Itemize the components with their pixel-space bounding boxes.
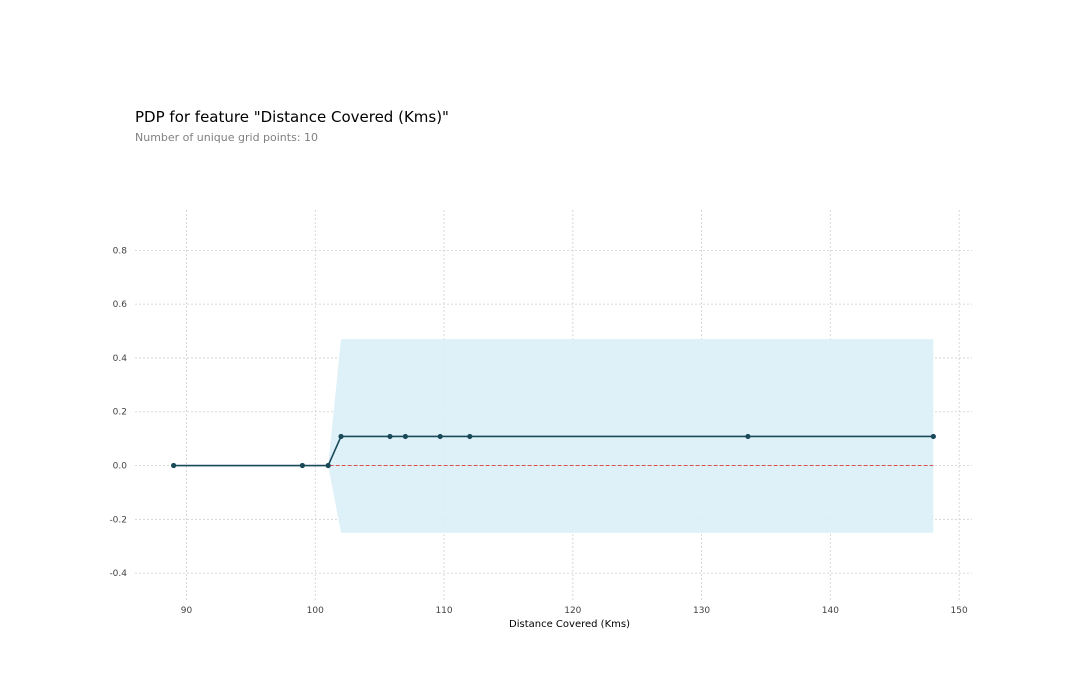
data-point bbox=[437, 433, 443, 440]
y-tick-label: 0.2 bbox=[113, 408, 127, 418]
y-tick-label: 0.4 bbox=[113, 354, 128, 364]
x-tick-label: 130 bbox=[693, 606, 710, 616]
x-tick-label: 140 bbox=[822, 606, 839, 616]
y-tick-label: 0.8 bbox=[113, 246, 128, 256]
y-tick-label: -0.2 bbox=[109, 515, 127, 525]
x-tick-label: 110 bbox=[435, 606, 452, 616]
x-tick-label: 100 bbox=[307, 606, 324, 616]
data-point bbox=[171, 462, 177, 469]
data-point bbox=[402, 433, 409, 440]
pdp-line bbox=[173, 435, 934, 467]
data-point bbox=[930, 433, 936, 440]
chart-title: PDP for feature "Distance Covered (Kms)" bbox=[135, 108, 449, 126]
data-point bbox=[467, 433, 473, 440]
data-point bbox=[338, 433, 344, 440]
data-point bbox=[299, 462, 305, 469]
y-tick-label: 0.6 bbox=[113, 300, 128, 310]
x-tick-label: 150 bbox=[951, 606, 968, 616]
x-tick-label: 120 bbox=[564, 606, 581, 616]
chart-subtitle: Number of unique grid points: 10 bbox=[135, 131, 319, 144]
data-point bbox=[387, 433, 393, 440]
y-tick-label: -0.4 bbox=[109, 569, 127, 579]
x-tick-label: 90 bbox=[181, 606, 193, 616]
y-tick-label: 0.0 bbox=[113, 462, 128, 472]
data-point bbox=[745, 433, 751, 440]
data-point bbox=[325, 462, 331, 469]
x-axis-label: Distance Covered (Kms) bbox=[509, 619, 630, 630]
